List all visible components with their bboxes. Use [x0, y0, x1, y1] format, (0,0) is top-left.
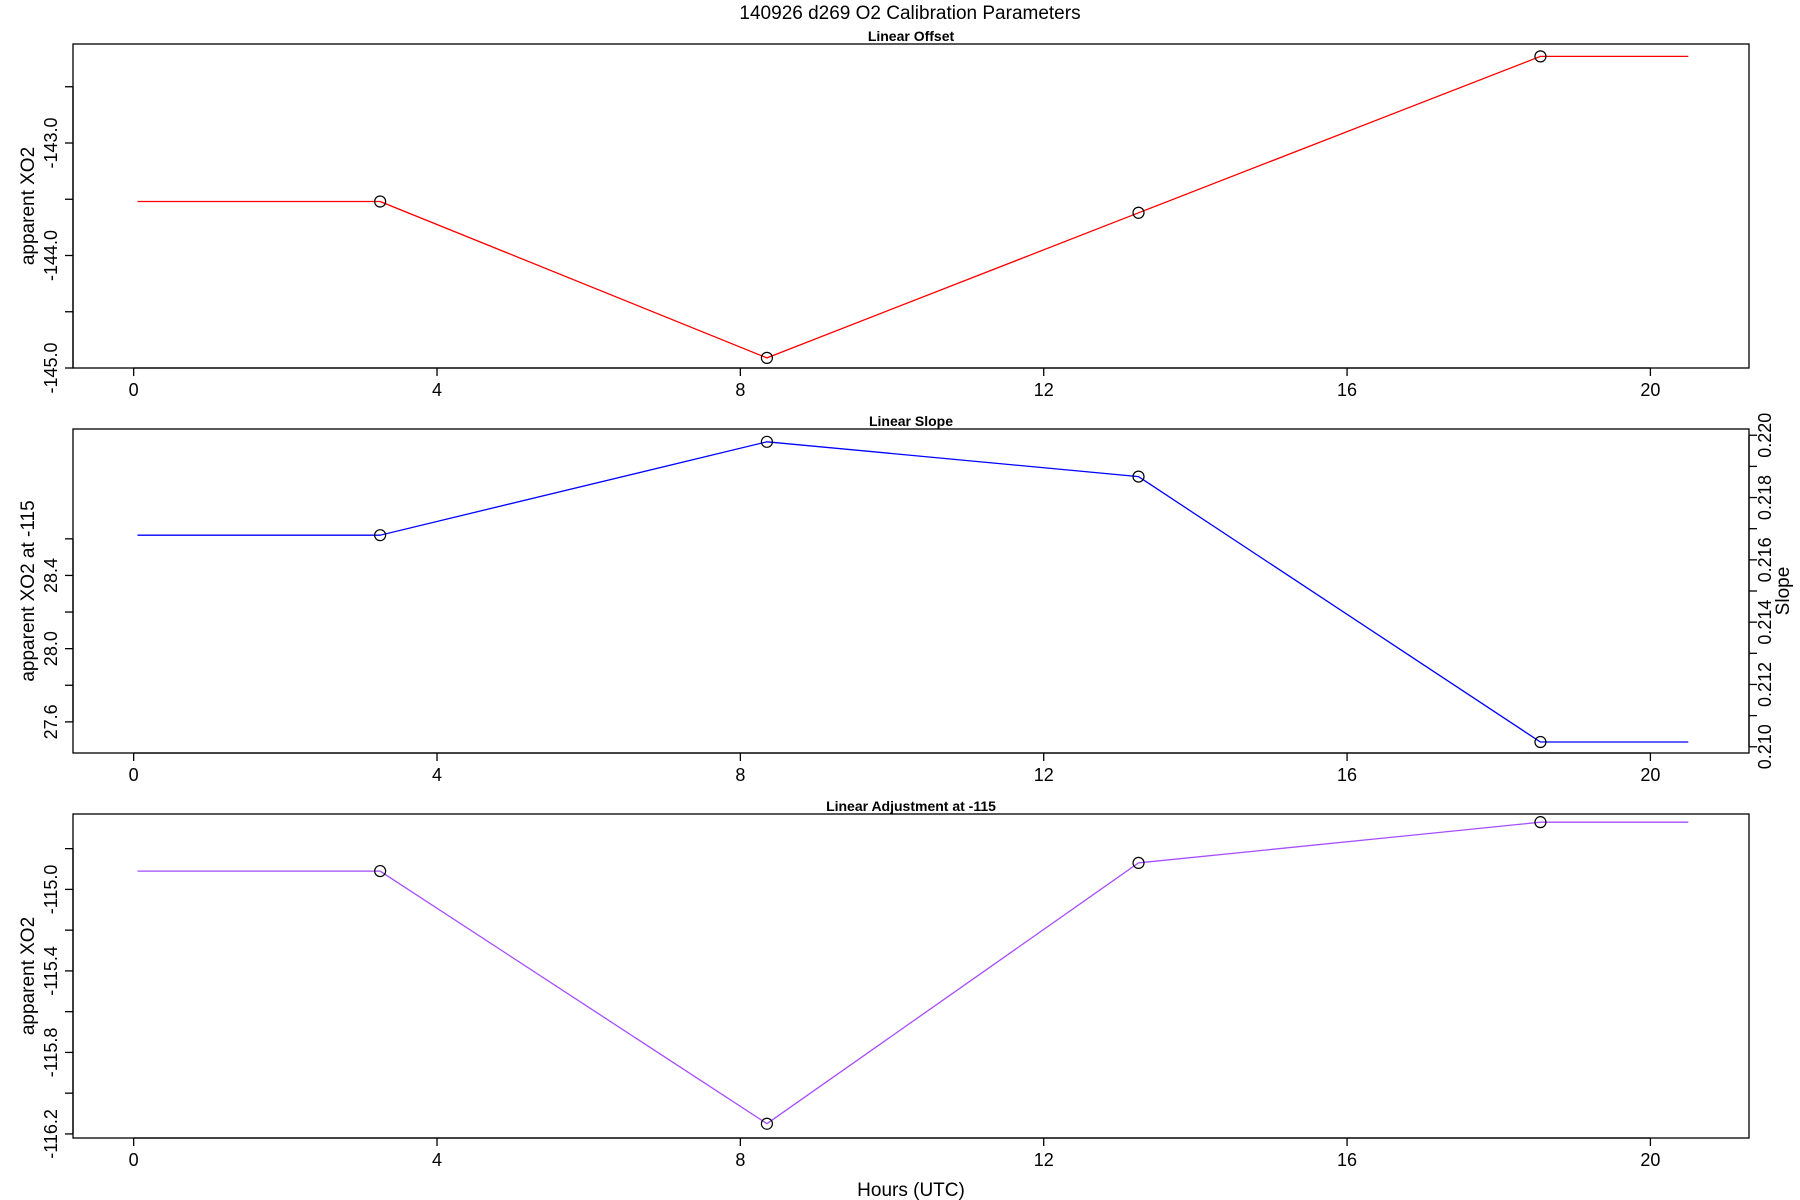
data-point: [760, 435, 774, 448]
data-point: [760, 351, 774, 364]
x-tick-label: 16: [1337, 765, 1357, 785]
y2-tick-label: 0.212: [1755, 662, 1775, 707]
figure-title: 140926 d269 O2 Calibration Parameters: [739, 3, 1080, 24]
panel-2: Linear Slope 0 4 8 12 16 20 27.6 28.0 28.4apparen…: [18, 413, 1794, 785]
y2-axis-label: Slope: [1773, 567, 1794, 616]
data-point: [1132, 856, 1145, 870]
y2-tick-label: 0.216: [1755, 537, 1775, 582]
x-tick-label: 0: [129, 1150, 139, 1170]
y2-tick-label: 0.220: [1755, 413, 1775, 458]
x-tick-label: 8: [735, 765, 745, 785]
x-tick-label: 16: [1337, 1150, 1357, 1170]
x-axis-label: Hours (UTC): [857, 1180, 965, 1200]
y-axis: 27.6 28.0 28.4: [41, 538, 74, 739]
y-tick-label: -144.0: [41, 230, 61, 281]
x-tick-label: 12: [1034, 380, 1054, 400]
y2-tick-label: 0.210: [1755, 724, 1775, 769]
y-tick-label: -115.4: [41, 946, 61, 996]
x-tick-label: 0: [129, 380, 139, 400]
plot-frame: [72, 428, 1750, 754]
data-point: [1534, 50, 1547, 63]
x-axis: 0 4 8 12 16 20: [129, 367, 1660, 400]
x-tick-label: 20: [1640, 1150, 1660, 1170]
data-point: [374, 864, 387, 878]
x-tick-label: 12: [1034, 1150, 1054, 1170]
y-tick-label: -115.0: [41, 865, 61, 915]
data-point: [1534, 816, 1547, 829]
data-point: [760, 1117, 774, 1130]
x-tick-label: 4: [432, 1150, 442, 1170]
x-tick-label: 20: [1640, 765, 1660, 785]
x-tick-label: 8: [735, 1150, 745, 1170]
panel-1: Linear Offset 0 4 8 12 16 20 -145.0 -144.0 -143.0…: [18, 28, 1750, 400]
y-axis-label: apparent XO2 at -115: [18, 500, 39, 681]
y-axis-label: apparent XO2: [18, 147, 39, 265]
plot-frame: [72, 813, 1750, 1139]
series-line: [137, 821, 1689, 1125]
x-axis: 0 4 8 12 16 20: [129, 752, 1660, 785]
panel-title: Linear Slope: [869, 413, 953, 429]
x-tick-label: 16: [1337, 380, 1357, 400]
x-tick-label: 0: [129, 765, 139, 785]
y-axis-label: apparent XO2: [18, 917, 39, 1035]
panel-title: Linear Offset: [868, 28, 955, 44]
y-tick-label: -116.2: [41, 1109, 61, 1159]
data-point: [1132, 206, 1145, 219]
data-point: [1534, 735, 1547, 749]
x-axis: 0 4 8 12 16 20: [129, 1137, 1660, 1170]
y-tick-label: -145.0: [41, 342, 61, 393]
y-tick-label: 27.6: [41, 704, 61, 739]
x-tick-label: 12: [1034, 765, 1054, 785]
y-tick-label: 28.0: [41, 631, 61, 666]
y2-tick-label: 0.214: [1755, 600, 1775, 645]
series-line: [137, 441, 1689, 743]
x-tick-label: 8: [735, 380, 745, 400]
panel-title: Linear Adjustment at -115: [826, 798, 996, 814]
series-line: [137, 55, 1689, 359]
y-tick-label: 28.4: [41, 558, 61, 593]
y-axis: -116.2 -115.8 -115.4 -115.0: [41, 847, 74, 1159]
x-tick-label: 4: [432, 765, 442, 785]
y-tick-label: -115.8: [41, 1028, 61, 1078]
data-point: [374, 529, 387, 542]
x-tick-label: 20: [1640, 380, 1660, 400]
data-point: [374, 195, 387, 208]
panel-3: Linear Adjustment at -115 0 4 8 12 16 20 -116.2…: [18, 798, 1750, 1200]
data-point: [1132, 470, 1145, 483]
panels-group: Linear Offset 0 4 8 12 16 20 -145.0 -144.0 -143.0…: [18, 28, 1794, 1200]
y2-axis: 0.210 0.212 0.214 0.216 0.218 0.220: [1748, 413, 1775, 769]
y2-tick-label: 0.218: [1755, 475, 1775, 520]
plot-frame: [72, 43, 1750, 369]
y-axis: -145.0 -144.0 -143.0: [41, 86, 74, 394]
x-tick-label: 4: [432, 380, 442, 400]
y-tick-label: -143.0: [41, 117, 61, 168]
